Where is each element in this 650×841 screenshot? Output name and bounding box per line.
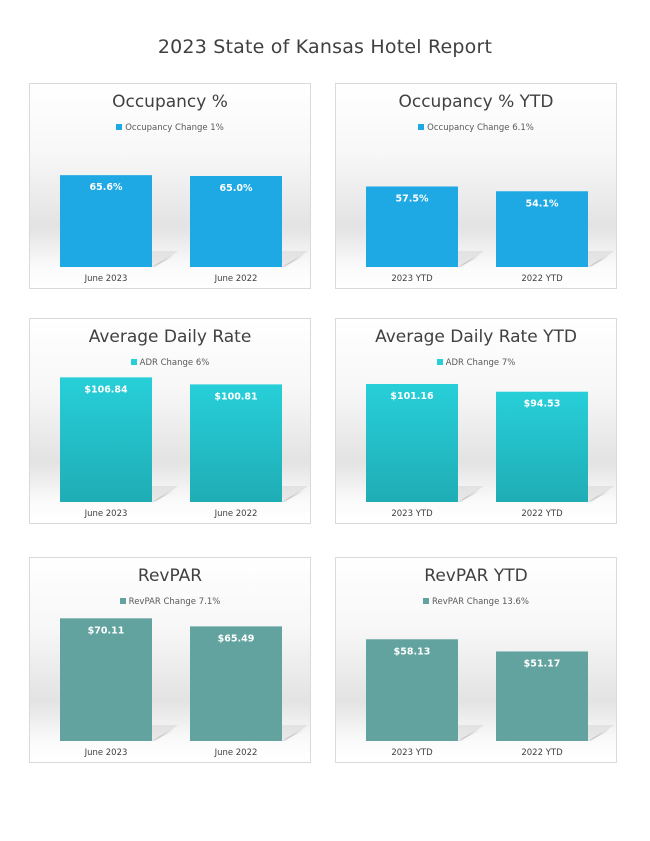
x-tick-label: 2023 YTD	[391, 748, 433, 758]
x-tick-label: June 2023	[84, 509, 128, 519]
bar-data-label: $94.53	[524, 399, 561, 410]
bar-data-label: $70.11	[88, 625, 125, 636]
chart-plot: 65.6% June 2023 65.0% June 2022	[60, 175, 308, 284]
chart-legend: ADR Change 6%	[30, 358, 310, 369]
legend-swatch	[130, 359, 137, 365]
chart-panel-revpar: RevPAR RevPAR Change 7.1% $70.11 June 202…	[29, 557, 311, 763]
bar	[366, 383, 458, 502]
bar	[190, 176, 282, 267]
chart-panel-revpar-ytd: RevPAR YTD RevPAR Change 13.6% $58.13 202…	[335, 557, 617, 763]
legend-swatch	[422, 598, 429, 604]
chart-legend: ADR Change 7%	[336, 358, 616, 369]
bar-shadow	[458, 253, 480, 267]
bar-data-label: 57.5%	[396, 194, 429, 205]
bar-data-label: 65.0%	[220, 183, 253, 194]
bar	[60, 618, 152, 741]
legend-label: RevPAR Change 13.6%	[431, 597, 530, 607]
x-tick-label: 2022 YTD	[521, 509, 563, 519]
x-tick-label: 2022 YTD	[521, 274, 563, 284]
legend-label: Occupancy Change 6.1%	[427, 123, 534, 133]
chart-panel-occupancy-ytd: Occupancy % YTD Occupancy Change 6.1% 57…	[335, 83, 617, 289]
bar	[366, 186, 458, 267]
x-tick-label: 2023 YTD	[391, 274, 433, 284]
bar-data-label: $65.49	[218, 633, 255, 644]
legend-label: Occupancy Change 1%	[125, 123, 224, 133]
chart-legend: Occupancy Change 6.1%	[336, 123, 616, 134]
bar	[496, 191, 588, 267]
bar	[496, 391, 588, 502]
bar-shadow	[588, 488, 610, 502]
legend-swatch	[418, 124, 425, 130]
chart-panel-occupancy: Occupancy % Occupancy Change 1% 65.6% Jun…	[29, 83, 311, 289]
bar-data-label: 54.1%	[526, 198, 559, 209]
x-tick-label: June 2022	[214, 274, 258, 284]
legend-label: ADR Change 7%	[445, 358, 516, 368]
chart-plot: 57.5% 2023 YTD 54.1% 2022 YTD	[366, 186, 614, 284]
bar	[366, 639, 458, 741]
chart-legend: RevPAR Change 7.1%	[30, 597, 310, 608]
legend-swatch	[116, 124, 123, 130]
bar-data-label: $106.84	[84, 384, 128, 395]
legend-swatch	[436, 359, 443, 365]
legend-swatch	[119, 598, 126, 604]
bar-shadow	[458, 727, 480, 741]
chart-title: RevPAR	[137, 566, 203, 586]
x-tick-label: 2023 YTD	[391, 509, 433, 519]
x-tick-label: 2022 YTD	[521, 748, 563, 758]
chart-plot: $58.13 2023 YTD $51.17 2022 YTD	[366, 639, 614, 758]
chart-title: Occupancy % YTD	[398, 92, 554, 112]
bar	[60, 175, 152, 267]
bar-data-label: $51.17	[524, 658, 561, 669]
x-tick-label: June 2022	[214, 509, 258, 519]
bar-data-label: 65.6%	[90, 182, 123, 193]
bar-shadow	[152, 727, 174, 741]
chart-panel-adr-ytd: Average Daily Rate YTD ADR Change 7% $10…	[335, 318, 617, 524]
bar-shadow	[282, 727, 304, 741]
chart-title: Occupancy %	[112, 92, 228, 112]
chart-plot: $101.16 2023 YTD $94.53 2022 YTD	[366, 383, 614, 519]
legend-label: RevPAR Change 7.1%	[128, 597, 221, 607]
chart-title: RevPAR YTD	[424, 566, 528, 586]
chart-plot: $106.84 June 2023 $100.81 June 2022	[60, 377, 308, 519]
chart-plot: $70.11 June 2023 $65.49 June 2022	[60, 618, 308, 758]
bar	[190, 626, 282, 741]
bar-data-label: $101.16	[390, 391, 434, 402]
bar	[190, 384, 282, 502]
x-tick-label: June 2023	[84, 274, 128, 284]
chart-title: Average Daily Rate YTD	[375, 327, 577, 347]
bar-data-label: $58.13	[394, 646, 431, 657]
bar-shadow	[282, 253, 304, 267]
bar	[496, 651, 588, 741]
chart-legend: Occupancy Change 1%	[30, 123, 310, 134]
bar-shadow	[458, 488, 480, 502]
x-tick-label: June 2022	[214, 748, 258, 758]
legend-label: ADR Change 6%	[139, 358, 210, 368]
bar-shadow	[588, 727, 610, 741]
bar-shadow	[152, 253, 174, 267]
bar	[60, 377, 152, 502]
bar-data-label: $100.81	[214, 391, 257, 402]
bar-shadow	[152, 488, 174, 502]
x-tick-label: June 2023	[84, 748, 128, 758]
bar-shadow	[588, 253, 610, 267]
bar-shadow	[282, 488, 304, 502]
chart-title: Average Daily Rate	[88, 327, 252, 347]
chart-panel-adr: Average Daily Rate ADR Change 6% $106.84…	[29, 318, 311, 524]
chart-legend: RevPAR Change 13.6%	[336, 597, 616, 608]
report-title: 2023 State of Kansas Hotel Report	[157, 36, 493, 58]
